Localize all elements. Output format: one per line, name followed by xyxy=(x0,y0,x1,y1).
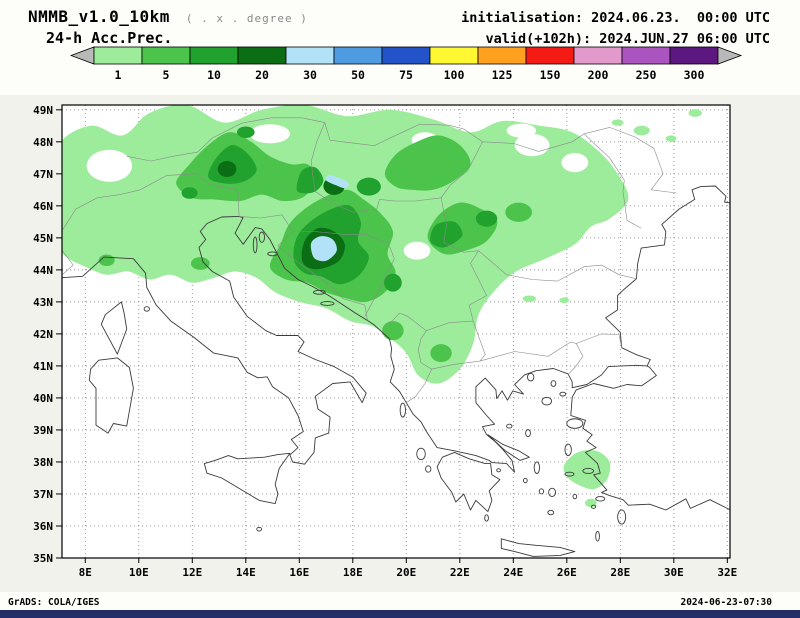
lat-tick-label: 46N xyxy=(33,200,53,213)
grid-lines xyxy=(62,105,730,558)
header-left: NMMB_v1.0_10km ( . x . degree ) xyxy=(28,7,308,26)
lon-tick-label: 28E xyxy=(610,566,630,579)
axis-labels: 49N 48N 47N 46N 45N 44N 43N 42N 41N 40N 39N 38N 37N 3… xyxy=(33,104,737,579)
lat-tick-label: 39N xyxy=(33,424,53,437)
legend-label: 75 xyxy=(399,68,413,82)
legend-box xyxy=(93,46,143,65)
lat-tick-label: 36N xyxy=(33,520,53,533)
legend-label: 200 xyxy=(588,68,609,82)
legend-box xyxy=(285,46,335,65)
legend-label: 100 xyxy=(444,68,465,82)
resolution-note: ( . x . degree ) xyxy=(185,12,308,25)
country-borders xyxy=(62,117,677,403)
lat-tick-label: 41N xyxy=(33,360,53,373)
lat-tick-label: 42N xyxy=(33,328,53,341)
precipitation-shading xyxy=(62,105,702,508)
lon-tick-label: 20E xyxy=(396,566,416,579)
legend-label: 20 xyxy=(255,68,269,82)
header-row-1: NMMB_v1.0_10km ( . x . degree ) initialis… xyxy=(0,7,800,26)
legend-label: 50 xyxy=(351,68,365,82)
lat-tick-label: 43N xyxy=(33,296,53,309)
legend-box xyxy=(525,46,575,65)
grads-credit: GrADS: COLA/IGES xyxy=(8,597,100,608)
legend-label: 1 xyxy=(115,68,122,82)
lon-tick-label: 16E xyxy=(289,566,309,579)
lat-tick-label: 49N xyxy=(33,104,53,117)
lat-tick-label: 47N xyxy=(33,168,53,181)
lat-tick-label: 37N xyxy=(33,488,53,501)
lon-tick-label: 30E xyxy=(664,566,684,579)
legend-box xyxy=(669,46,719,65)
precipitation-map: 49N 48N 47N 46N 45N 44N 43N 42N 41N 40N 39N 38N 37N 3… xyxy=(33,104,737,579)
legend-box xyxy=(429,46,479,65)
legend-box xyxy=(621,46,671,65)
lat-tick-label: 35N xyxy=(33,552,53,565)
lon-tick-label: 24E xyxy=(503,566,523,579)
coastlines xyxy=(62,185,730,557)
map-band: 49N 48N 47N 46N 45N 44N 43N 42N 41N 40N 39N 38N 37N 3… xyxy=(0,95,800,592)
legend-label: 125 xyxy=(492,68,513,82)
init-time: initialisation: 2024.06.23. 00:00 UTC xyxy=(461,10,770,26)
legend-label: 250 xyxy=(636,68,657,82)
lat-tick-label: 40N xyxy=(33,392,53,405)
legend-underflow-arrow xyxy=(70,46,95,65)
model-name: NMMB_v1.0_10km xyxy=(28,7,170,26)
legend-box xyxy=(477,46,527,65)
lon-tick-label: 8E xyxy=(79,566,92,579)
creation-timestamp: 2024-06-23-07:30 xyxy=(680,597,772,608)
legend-label: 150 xyxy=(540,68,561,82)
color-scale-legend: 1 5 10 20 30 50 75 100 125 150 200 250 300 xyxy=(70,46,743,82)
footer: GrADS: COLA/IGES 2024-06-23-07:30 xyxy=(8,597,772,608)
header-row-2: 24-h Acc.Prec. valid(+102h): 2024.JUN.27… xyxy=(0,29,800,47)
bottom-bar xyxy=(0,610,800,618)
lat-tick-label: 48N xyxy=(33,136,53,149)
legend-box xyxy=(141,46,191,65)
legend-label: 5 xyxy=(163,68,170,82)
lat-tick-label: 38N xyxy=(33,456,53,469)
legend-label: 30 xyxy=(303,68,317,82)
legend-box xyxy=(189,46,239,65)
lat-tick-label: 44N xyxy=(33,264,53,277)
legend-box xyxy=(573,46,623,65)
lon-tick-label: 14E xyxy=(236,566,256,579)
lon-tick-label: 26E xyxy=(557,566,577,579)
legend-overflow-arrow xyxy=(717,46,743,65)
map-frame xyxy=(61,104,731,559)
lat-tick-label: 45N xyxy=(33,232,53,245)
product-name: 24-h Acc.Prec. xyxy=(46,29,173,47)
lon-tick-label: 18E xyxy=(343,566,363,579)
legend-box xyxy=(333,46,383,65)
legend-box xyxy=(237,46,287,65)
valid-time: valid(+102h): 2024.JUN.27 06:00 UTC xyxy=(485,31,770,47)
legend-label: 300 xyxy=(684,68,705,82)
legend-label: 10 xyxy=(207,68,221,82)
lon-tick-label: 10E xyxy=(129,566,149,579)
lon-tick-label: 22E xyxy=(450,566,470,579)
lon-tick-label: 12E xyxy=(182,566,202,579)
legend-box xyxy=(381,46,431,65)
lon-tick-label: 32E xyxy=(717,566,737,579)
